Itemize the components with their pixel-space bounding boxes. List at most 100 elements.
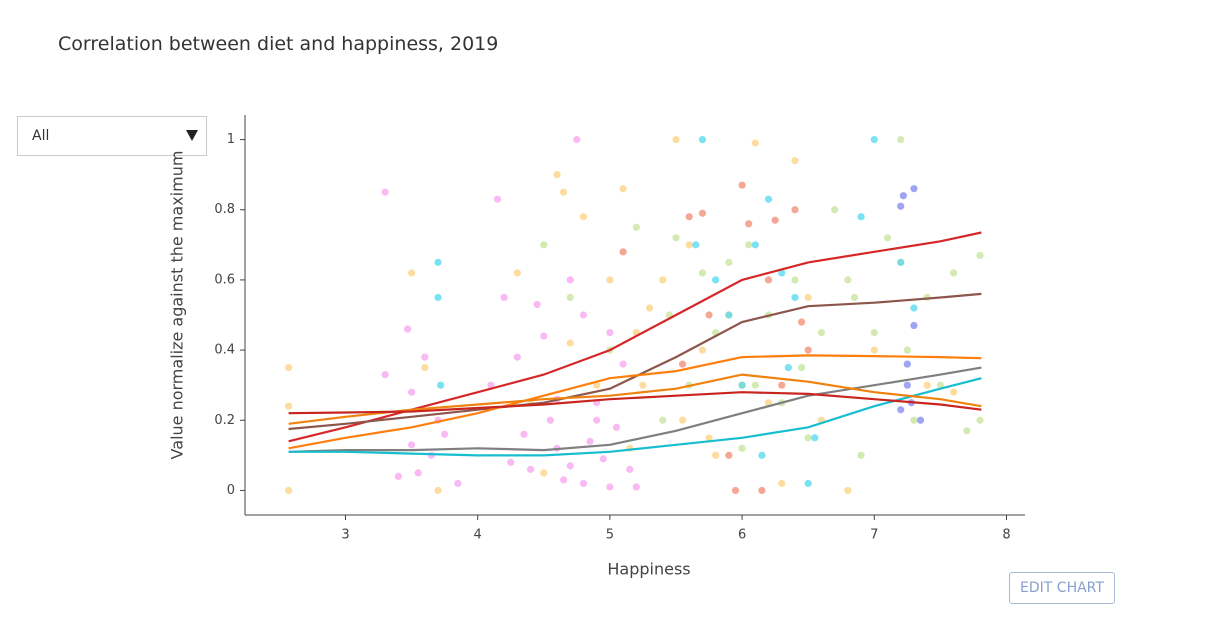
scatter-point <box>698 135 707 144</box>
filter-dropdown[interactable]: All <box>17 116 207 156</box>
scatter-point <box>897 258 905 266</box>
scatter-point <box>381 188 389 196</box>
trend-line <box>288 366 982 453</box>
scatter-point <box>573 135 581 144</box>
x-axis-label: Happiness <box>607 560 690 579</box>
scatter-point <box>897 406 905 414</box>
scatter-point <box>526 465 535 473</box>
scatter-point <box>586 437 594 445</box>
scatter-point <box>560 188 568 196</box>
scatter-point <box>976 416 984 424</box>
y-tick-label: 1 <box>227 132 235 147</box>
scatter-point <box>923 381 931 389</box>
scatter-point <box>421 353 429 361</box>
dropdown-arrow <box>186 130 198 141</box>
scatter-point <box>659 416 667 424</box>
x-tick-label: 4 <box>474 528 482 543</box>
scatter-point <box>751 139 759 147</box>
scatter-point <box>566 339 574 347</box>
scatter-point <box>745 220 753 228</box>
scatter-point <box>414 469 422 477</box>
scatter-point <box>870 328 878 337</box>
scatter-point <box>619 248 627 256</box>
scatter-point <box>870 135 878 144</box>
scatter-point <box>870 346 878 354</box>
scatter-point <box>672 234 680 242</box>
scatter-point <box>791 276 799 284</box>
scatter-point <box>897 202 905 210</box>
scatter-point <box>698 269 707 277</box>
scatter-point <box>745 241 753 249</box>
trend-line <box>288 231 982 443</box>
scatter-point <box>421 364 429 372</box>
scatter-point <box>285 486 293 495</box>
scatter-point <box>797 318 806 326</box>
scatter-point <box>950 388 958 396</box>
scatter-point <box>712 276 720 284</box>
y-tick-label: 0.4 <box>214 343 235 358</box>
scatter-point <box>493 195 502 203</box>
scatter-point <box>817 328 826 337</box>
scatter-point <box>916 416 925 424</box>
scatter-point <box>685 213 693 221</box>
scatter-point <box>513 269 521 277</box>
scatter-point <box>441 430 449 438</box>
scatter-point <box>738 381 746 389</box>
trend-line <box>288 377 982 457</box>
scatter-point <box>791 293 799 302</box>
scatter-point <box>434 293 442 302</box>
scatter-point <box>804 293 812 302</box>
scatter-point <box>899 192 907 200</box>
scatter-point <box>566 462 574 470</box>
scatter-point <box>705 434 713 442</box>
x-tick-label: 7 <box>870 528 878 543</box>
scatter-point <box>678 416 687 424</box>
scatter-point <box>705 311 713 319</box>
chart-title: Correlation between diet and happiness, … <box>58 33 499 55</box>
x-tick-label: 8 <box>1002 528 1010 543</box>
scatter-point <box>758 486 766 495</box>
scatter-point <box>507 458 515 466</box>
scatter-point <box>540 469 548 477</box>
scatter-point <box>546 416 554 424</box>
scatter-point <box>804 434 812 442</box>
scatter-point <box>599 455 607 463</box>
scatter-point <box>434 486 442 495</box>
scatter-point <box>381 371 389 379</box>
scatter-point <box>910 416 918 424</box>
scatter-point <box>778 479 786 488</box>
scatter-point <box>950 269 958 277</box>
edit-chart-button[interactable]: EDIT CHART <box>1009 572 1115 604</box>
scatter-point <box>698 209 707 217</box>
scatter-point <box>844 486 852 495</box>
scatter-point <box>698 346 707 354</box>
trend-line <box>288 292 982 431</box>
scatter-point <box>771 216 779 224</box>
x-tick-label: 5 <box>606 528 614 543</box>
x-tick-label: 3 <box>341 528 349 543</box>
scatter-point <box>606 328 614 337</box>
scatter-point <box>844 276 852 284</box>
scatter-point <box>712 451 720 459</box>
scatter-point <box>910 185 918 193</box>
scatter-point <box>725 311 733 319</box>
y-tick-label: 0.2 <box>214 413 235 428</box>
x-tick-label: 6 <box>738 528 746 543</box>
scatter-point <box>566 276 574 284</box>
scatter-point <box>738 444 746 452</box>
scatter-point <box>645 304 654 312</box>
scatter-point <box>692 241 700 249</box>
scatter-point <box>407 269 416 277</box>
trend-line <box>288 391 982 415</box>
scatter-point <box>738 181 746 189</box>
scatter-point <box>632 223 640 231</box>
scatter-point <box>285 364 293 372</box>
scatter-point <box>560 476 568 484</box>
scatter-point <box>579 311 588 319</box>
scatter-point <box>963 427 971 435</box>
scatter-point <box>540 241 548 249</box>
scatter-point <box>612 423 621 431</box>
scatter-point <box>407 388 416 396</box>
scatter-point <box>619 360 627 368</box>
